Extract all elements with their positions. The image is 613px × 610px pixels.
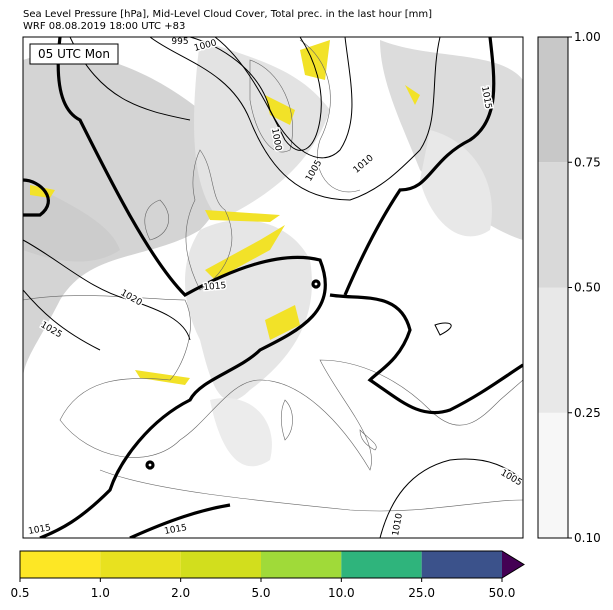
- colorbar-segment: [538, 287, 568, 413]
- colorbar-tick-label: 0.50: [574, 281, 601, 295]
- colorbar-segment: [538, 37, 568, 163]
- precip-colorbar: 0.5 1.0 2.0 5.0 10.0 25.0 50.0: [10, 550, 525, 600]
- colorbar-segment: [538, 412, 568, 538]
- cloud-colorbar: 0.10 0.25 0.50 0.75 1.00: [537, 30, 601, 545]
- colorbar-tick-label: 0.75: [574, 155, 601, 169]
- colorbar-extend: [502, 551, 524, 578]
- colorbar-segment: [20, 551, 101, 578]
- colorbar-segment: [261, 551, 342, 578]
- colorbar-tick-label: 1.00: [574, 30, 601, 44]
- colorbar-tick-label: 0.5: [10, 586, 29, 600]
- isobars: [23, 37, 523, 538]
- colorbar-tick-label: 0.10: [574, 531, 601, 545]
- colorbar-tick-label: 5.0: [251, 586, 270, 600]
- time-label: 05 UTC Mon: [38, 47, 110, 61]
- colorbar-tick-label: 50.0: [489, 586, 516, 600]
- colorbar-segment: [100, 551, 181, 578]
- colorbar-segment: [180, 551, 261, 578]
- title-line: WRF 08.08.2019 18:00 UTC +83: [23, 21, 185, 32]
- colorbar-tick-label: 1.0: [91, 586, 110, 600]
- colorbar-tick-label: 2.0: [171, 586, 190, 600]
- time-label-box: [29, 43, 119, 65]
- colorbar-frame: [19, 550, 525, 579]
- title-line: Sea Level Pressure [hPa], Mid-Level Clou…: [23, 9, 432, 20]
- colorbar-tick-label: 10.0: [328, 586, 355, 600]
- precipitation: [30, 40, 420, 385]
- cloud-cover: [23, 40, 523, 467]
- contour-label: 995: [171, 37, 188, 47]
- contour-label: 1015: [203, 281, 227, 293]
- colorbar-segment: [341, 551, 422, 578]
- map-frame: [22, 36, 524, 539]
- colorbar-segment: [421, 551, 502, 578]
- colorbar-segment: [538, 162, 568, 288]
- isobar-1015: [23, 37, 523, 538]
- colorbar-tick-label: 25.0: [408, 586, 435, 600]
- colorbar-tick-label: 0.25: [574, 406, 601, 420]
